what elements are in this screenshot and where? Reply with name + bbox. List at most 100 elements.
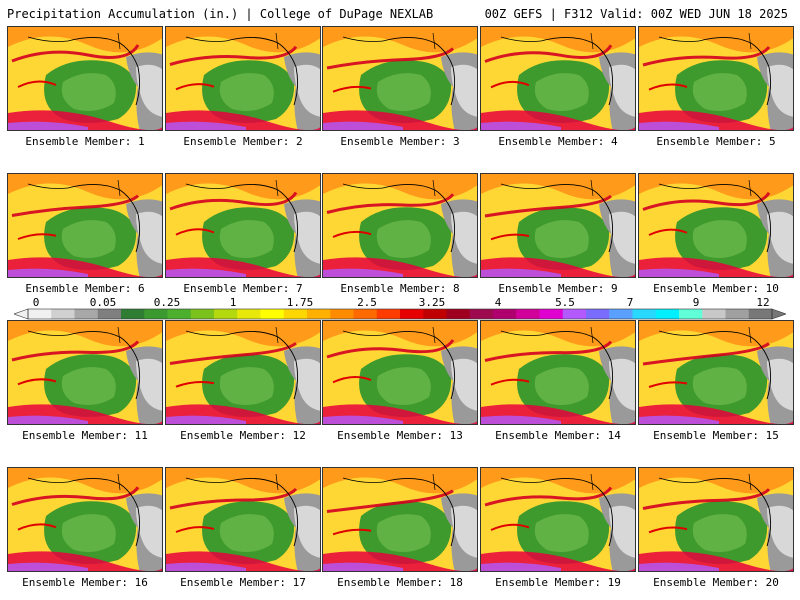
member-caption: Ensemble Member: 17 <box>180 576 306 589</box>
member-caption: Ensemble Member: 2 <box>183 135 303 148</box>
colorbar-swatch <box>493 309 517 319</box>
member-caption: Ensemble Member: 15 <box>653 429 779 442</box>
colorbar-swatch <box>562 309 587 319</box>
colorbar-swatch <box>74 309 99 319</box>
ensemble-member-map <box>7 173 163 278</box>
ensemble-member-map <box>638 320 794 425</box>
precip-map <box>8 468 162 571</box>
colorbar-tick-label: 12 <box>756 296 770 309</box>
colorbar-swatch <box>423 309 447 319</box>
precip-map <box>166 174 320 277</box>
precip-map <box>8 27 162 130</box>
ensemble-member-map <box>480 467 636 572</box>
ensemble-member-map <box>322 173 478 278</box>
precip-map <box>481 174 635 277</box>
member-caption: Ensemble Member: 4 <box>498 135 618 148</box>
ensemble-member-map <box>638 26 794 131</box>
precip-map <box>323 27 477 130</box>
colorbar-swatch <box>446 309 471 319</box>
colorbar-swatch <box>214 309 238 319</box>
ensemble-member-map <box>480 26 636 131</box>
colorbar-swatch <box>469 309 494 319</box>
colorbar-swatch <box>632 309 657 319</box>
precip-map <box>166 27 320 130</box>
colorbar-swatch <box>516 309 540 319</box>
member-caption: Ensemble Member: 7 <box>183 282 303 295</box>
colorbar-swatch <box>586 309 610 319</box>
member-caption: Ensemble Member: 1 <box>25 135 145 148</box>
precip-map <box>481 321 635 424</box>
colorbar-tick-label: 7 <box>626 296 634 309</box>
colorbar-tick-label: 5.5 <box>555 296 575 309</box>
precip-colorbar <box>14 308 786 320</box>
colorbar-swatch <box>748 309 773 319</box>
colorbar-swatch <box>283 309 308 319</box>
member-caption: Ensemble Member: 14 <box>495 429 621 442</box>
ensemble-member-map <box>165 26 321 131</box>
colorbar-swatch <box>97 309 122 319</box>
member-caption: Ensemble Member: 11 <box>22 429 148 442</box>
colorbar-left-arrow <box>14 308 29 320</box>
ensemble-member-map <box>165 320 321 425</box>
ensemble-member-map <box>638 467 794 572</box>
ensemble-member-map <box>322 26 478 131</box>
precip-map <box>323 321 477 424</box>
precip-map <box>481 468 635 571</box>
member-caption: Ensemble Member: 13 <box>337 429 463 442</box>
colorbar-swatch <box>28 309 52 319</box>
colorbar-tick-label: 1.75 <box>286 296 314 309</box>
member-caption: Ensemble Member: 19 <box>495 576 621 589</box>
ensemble-member-map <box>165 467 321 572</box>
precip-map <box>323 468 477 571</box>
colorbar-tick-label: 2.5 <box>357 296 377 309</box>
member-caption: Ensemble Member: 9 <box>498 282 618 295</box>
ensemble-member-map <box>322 467 478 572</box>
colorbar-right-arrow <box>771 308 786 320</box>
ensemble-member-map <box>638 173 794 278</box>
ensemble-member-map <box>480 320 636 425</box>
ensemble-member-map <box>480 173 636 278</box>
chart-title: Precipitation Accumulation (in.) | Colle… <box>7 7 434 21</box>
colorbar-swatch <box>144 309 168 319</box>
member-caption: Ensemble Member: 10 <box>653 282 779 295</box>
colorbar-swatch <box>539 309 564 319</box>
colorbar-tick-label: 0 <box>32 296 40 309</box>
colorbar-swatch <box>376 309 401 319</box>
precip-map <box>8 174 162 277</box>
colorbar-tick-label: 0.25 <box>153 296 181 309</box>
precip-map <box>166 321 320 424</box>
precip-map <box>639 27 793 130</box>
ensemble-member-map <box>7 467 163 572</box>
colorbar-swatch <box>655 309 680 319</box>
member-caption: Ensemble Member: 8 <box>340 282 460 295</box>
colorbar-tick-label: 0.05 <box>89 296 117 309</box>
colorbar-swatch <box>353 309 378 319</box>
colorbar-tick-label: 9 <box>692 296 700 309</box>
member-caption: Ensemble Member: 12 <box>180 429 306 442</box>
colorbar-swatch <box>260 309 285 319</box>
member-caption: Ensemble Member: 5 <box>656 135 776 148</box>
colorbar-swatch <box>121 309 145 319</box>
colorbar-swatch <box>237 309 261 319</box>
colorbar-tick-label: 1 <box>229 296 237 309</box>
precip-map <box>639 468 793 571</box>
colorbar-tick-label: 4 <box>494 296 502 309</box>
member-caption: Ensemble Member: 16 <box>22 576 148 589</box>
colorbar-swatch <box>330 309 354 319</box>
run-valid-time: 00Z GEFS | F312 Valid: 00Z WED JUN 18 20… <box>484 7 788 21</box>
precip-map <box>639 174 793 277</box>
member-caption: Ensemble Member: 18 <box>337 576 463 589</box>
precip-map <box>166 468 320 571</box>
precip-map <box>481 27 635 130</box>
member-caption: Ensemble Member: 6 <box>25 282 145 295</box>
ensemble-member-map <box>165 173 321 278</box>
colorbar-swatch <box>702 309 726 319</box>
ensemble-member-map <box>7 320 163 425</box>
colorbar-swatch <box>725 309 750 319</box>
colorbar-swatch <box>609 309 633 319</box>
colorbar-swatch <box>400 309 424 319</box>
precip-map <box>8 321 162 424</box>
colorbar-swatch <box>167 309 192 319</box>
member-caption: Ensemble Member: 3 <box>340 135 460 148</box>
precip-map <box>639 321 793 424</box>
